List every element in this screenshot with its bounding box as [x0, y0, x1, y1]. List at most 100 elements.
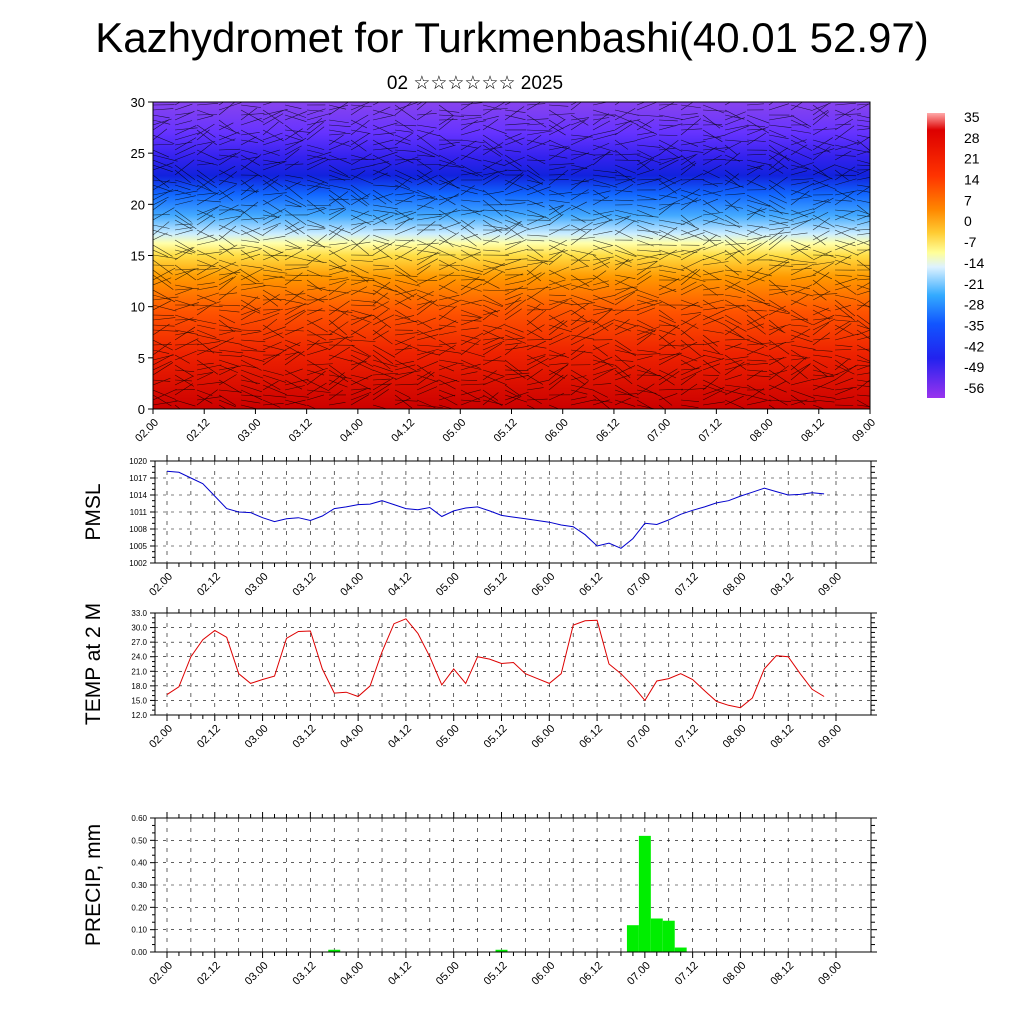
- colorbar-label: -28: [964, 297, 984, 313]
- heatmap-x-tick-label: 05.12: [492, 417, 520, 445]
- x-tick-label: 03.00: [243, 571, 271, 599]
- y-tick-label: 1011: [130, 508, 148, 517]
- heatmap-y-tick-label: 30: [131, 95, 145, 110]
- x-tick-label: 04.00: [338, 723, 366, 751]
- x-tick-label: 07.12: [673, 723, 701, 751]
- heatmap-x-tick-label: 03.00: [236, 417, 264, 445]
- panel-grid: [166, 613, 837, 715]
- x-tick-label: 03.00: [243, 960, 271, 988]
- precip-bar: [650, 918, 663, 952]
- x-tick-label: 05.00: [434, 571, 462, 599]
- colorbar-label: -14: [964, 255, 984, 271]
- x-tick-label: 08.00: [721, 571, 749, 599]
- heatmap-x-tick-label: 05.00: [440, 417, 468, 445]
- precip-bar: [328, 949, 341, 952]
- heatmap-x-tick-label: 04.12: [389, 417, 417, 445]
- x-tick-label: 08.12: [768, 571, 796, 599]
- chart-subtitle: 02 ☆☆☆☆☆☆ 2025: [386, 73, 564, 94]
- heatmap-y-tick-label: 10: [131, 300, 145, 315]
- x-tick-label: 05.12: [482, 960, 510, 988]
- colorbar-label: 28: [964, 130, 980, 146]
- wind-barbs: [153, 102, 870, 409]
- y-tick-label: 0.00: [131, 948, 147, 957]
- x-tick-label: 05.12: [482, 571, 510, 599]
- heatmap-x-tick-label: 03.12: [287, 417, 315, 445]
- y-tick-label: 1017: [129, 474, 147, 483]
- temperature-line: [166, 618, 825, 709]
- x-tick-label: 09.00: [816, 571, 844, 599]
- x-tick-label: 02.00: [147, 723, 175, 751]
- colorbar-label: -7: [964, 234, 977, 250]
- y-tick-label: 0.60: [131, 814, 147, 823]
- x-tick-label: 08.00: [721, 723, 749, 751]
- chart-title: Kazhydromet for Turkmenbashi(40.01 52.97…: [95, 14, 929, 61]
- x-tick-label: 07.00: [625, 960, 653, 988]
- y-tick-label: 30.0: [131, 624, 147, 633]
- y-tick-label: 33.0: [131, 609, 147, 618]
- colorbar-label: -42: [964, 338, 984, 354]
- x-tick-label: 02.12: [195, 723, 223, 751]
- colorbar-label: -35: [964, 317, 984, 333]
- heatmap-y-tick-label: 20: [131, 197, 145, 212]
- x-tick-label: 07.12: [673, 960, 701, 988]
- colorbar-label: -21: [964, 276, 984, 292]
- y-axis-title: TEMP at 2 M: [82, 603, 105, 725]
- y-tick-label: 1020: [129, 457, 147, 466]
- heatmap-y-tick-label: 25: [131, 146, 145, 161]
- heatmap-y-tick-label: 5: [138, 351, 145, 366]
- x-tick-label: 02.00: [147, 571, 175, 599]
- x-tick-label: 05.00: [434, 960, 462, 988]
- precip-bar: [626, 925, 639, 952]
- x-tick-label: 08.00: [721, 960, 749, 988]
- x-tick-label: 07.12: [673, 571, 701, 599]
- x-tick-label: 04.12: [386, 571, 414, 599]
- colorbar-label: -56: [964, 380, 984, 396]
- x-tick-label: 08.12: [768, 960, 796, 988]
- y-axis-title: PMSL: [82, 483, 105, 540]
- x-tick-label: 06.00: [529, 571, 557, 599]
- colorbar-label: 14: [964, 172, 980, 188]
- y-axis-title: PRECIP, mm: [82, 824, 105, 946]
- y-tick-label: 0.30: [131, 881, 147, 890]
- colorbar-label: 0: [964, 213, 972, 229]
- x-tick-label: 02.00: [147, 960, 175, 988]
- x-tick-label: 09.00: [816, 960, 844, 988]
- x-tick-label: 04.12: [386, 960, 414, 988]
- heatmap-y-tick-label: 0: [138, 402, 145, 417]
- precip-bar: [495, 949, 508, 952]
- heatmap-field: [153, 102, 870, 409]
- y-tick-label: 21.0: [131, 667, 147, 676]
- x-tick-label: 02.12: [195, 571, 223, 599]
- y-tick-label: 27.0: [131, 638, 147, 647]
- heatmap-x-tick-label: 07.12: [697, 417, 725, 445]
- x-tick-label: 06.12: [577, 571, 605, 599]
- x-tick-label: 07.00: [625, 723, 653, 751]
- x-tick-label: 03.12: [291, 723, 319, 751]
- y-tick-label: 18.0: [131, 682, 147, 691]
- colorbar-label: -49: [964, 359, 984, 375]
- heatmap-x-tick-label: 02.12: [184, 417, 212, 445]
- precip-bar: [674, 947, 687, 952]
- heatmap-x-tick-label: 06.00: [543, 417, 571, 445]
- heatmap-x-tick-label: 06.12: [594, 417, 622, 445]
- x-tick-label: 05.12: [482, 723, 510, 751]
- x-tick-label: 03.12: [291, 571, 319, 599]
- y-tick-label: 1014: [129, 491, 147, 500]
- y-tick-label: 12.0: [131, 711, 147, 720]
- x-tick-label: 06.12: [577, 723, 605, 751]
- heatmap-y-tick-label: 15: [131, 249, 145, 264]
- x-tick-label: 03.12: [291, 960, 319, 988]
- x-tick-label: 06.12: [577, 960, 605, 988]
- heatmap-x-tick-label: 09.00: [850, 417, 878, 445]
- y-tick-label: 0.10: [131, 926, 147, 935]
- x-tick-label: 04.12: [386, 723, 414, 751]
- y-tick-label: 1002: [129, 559, 147, 568]
- x-tick-label: 04.00: [338, 571, 366, 599]
- colorbar-gradient: [927, 113, 945, 398]
- heatmap-x-tick-label: 08.00: [748, 417, 776, 445]
- x-tick-label: 03.00: [243, 723, 271, 751]
- colorbar-label: 7: [964, 192, 972, 208]
- y-tick-label: 24.0: [131, 653, 147, 662]
- pmsl-line: [166, 470, 825, 549]
- x-tick-label: 04.00: [338, 960, 366, 988]
